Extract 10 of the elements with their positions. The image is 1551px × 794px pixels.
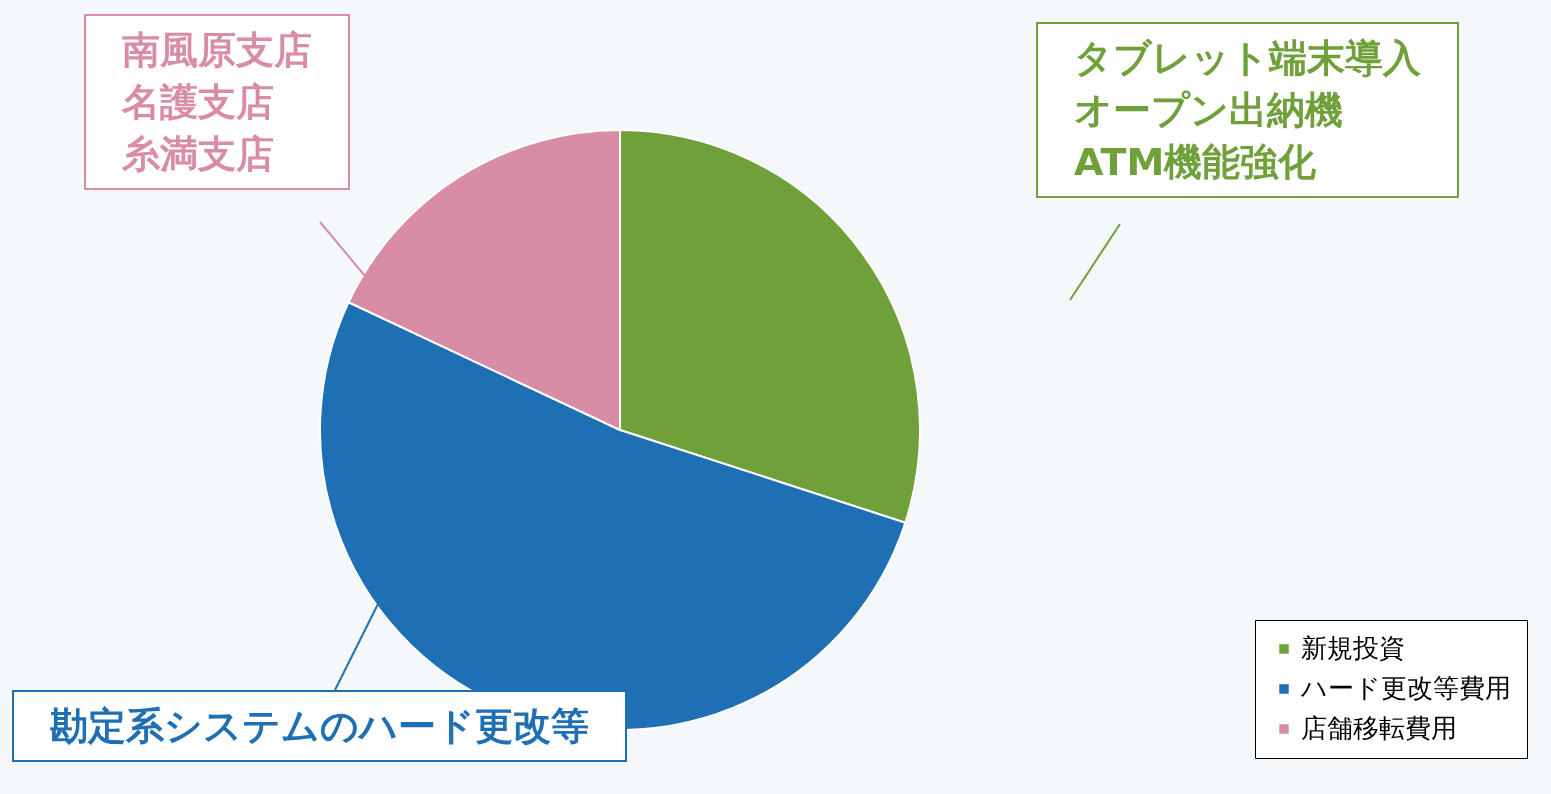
- text: ATM機能強化: [1074, 140, 1317, 184]
- text: 名護支店: [122, 80, 274, 124]
- text: 南風原支店: [122, 28, 312, 72]
- legend-label: ハード更改等費用: [1300, 673, 1511, 703]
- text: オープン出納機: [1074, 88, 1343, 132]
- text: 勘定系システムのハード更改等: [12, 690, 627, 762]
- text: タブレット端末導入: [1074, 36, 1421, 80]
- legend-label: 新規投資: [1301, 633, 1405, 663]
- text: 糸満支店: [122, 132, 274, 176]
- legend-label: 店舗移転費用: [1301, 713, 1457, 743]
